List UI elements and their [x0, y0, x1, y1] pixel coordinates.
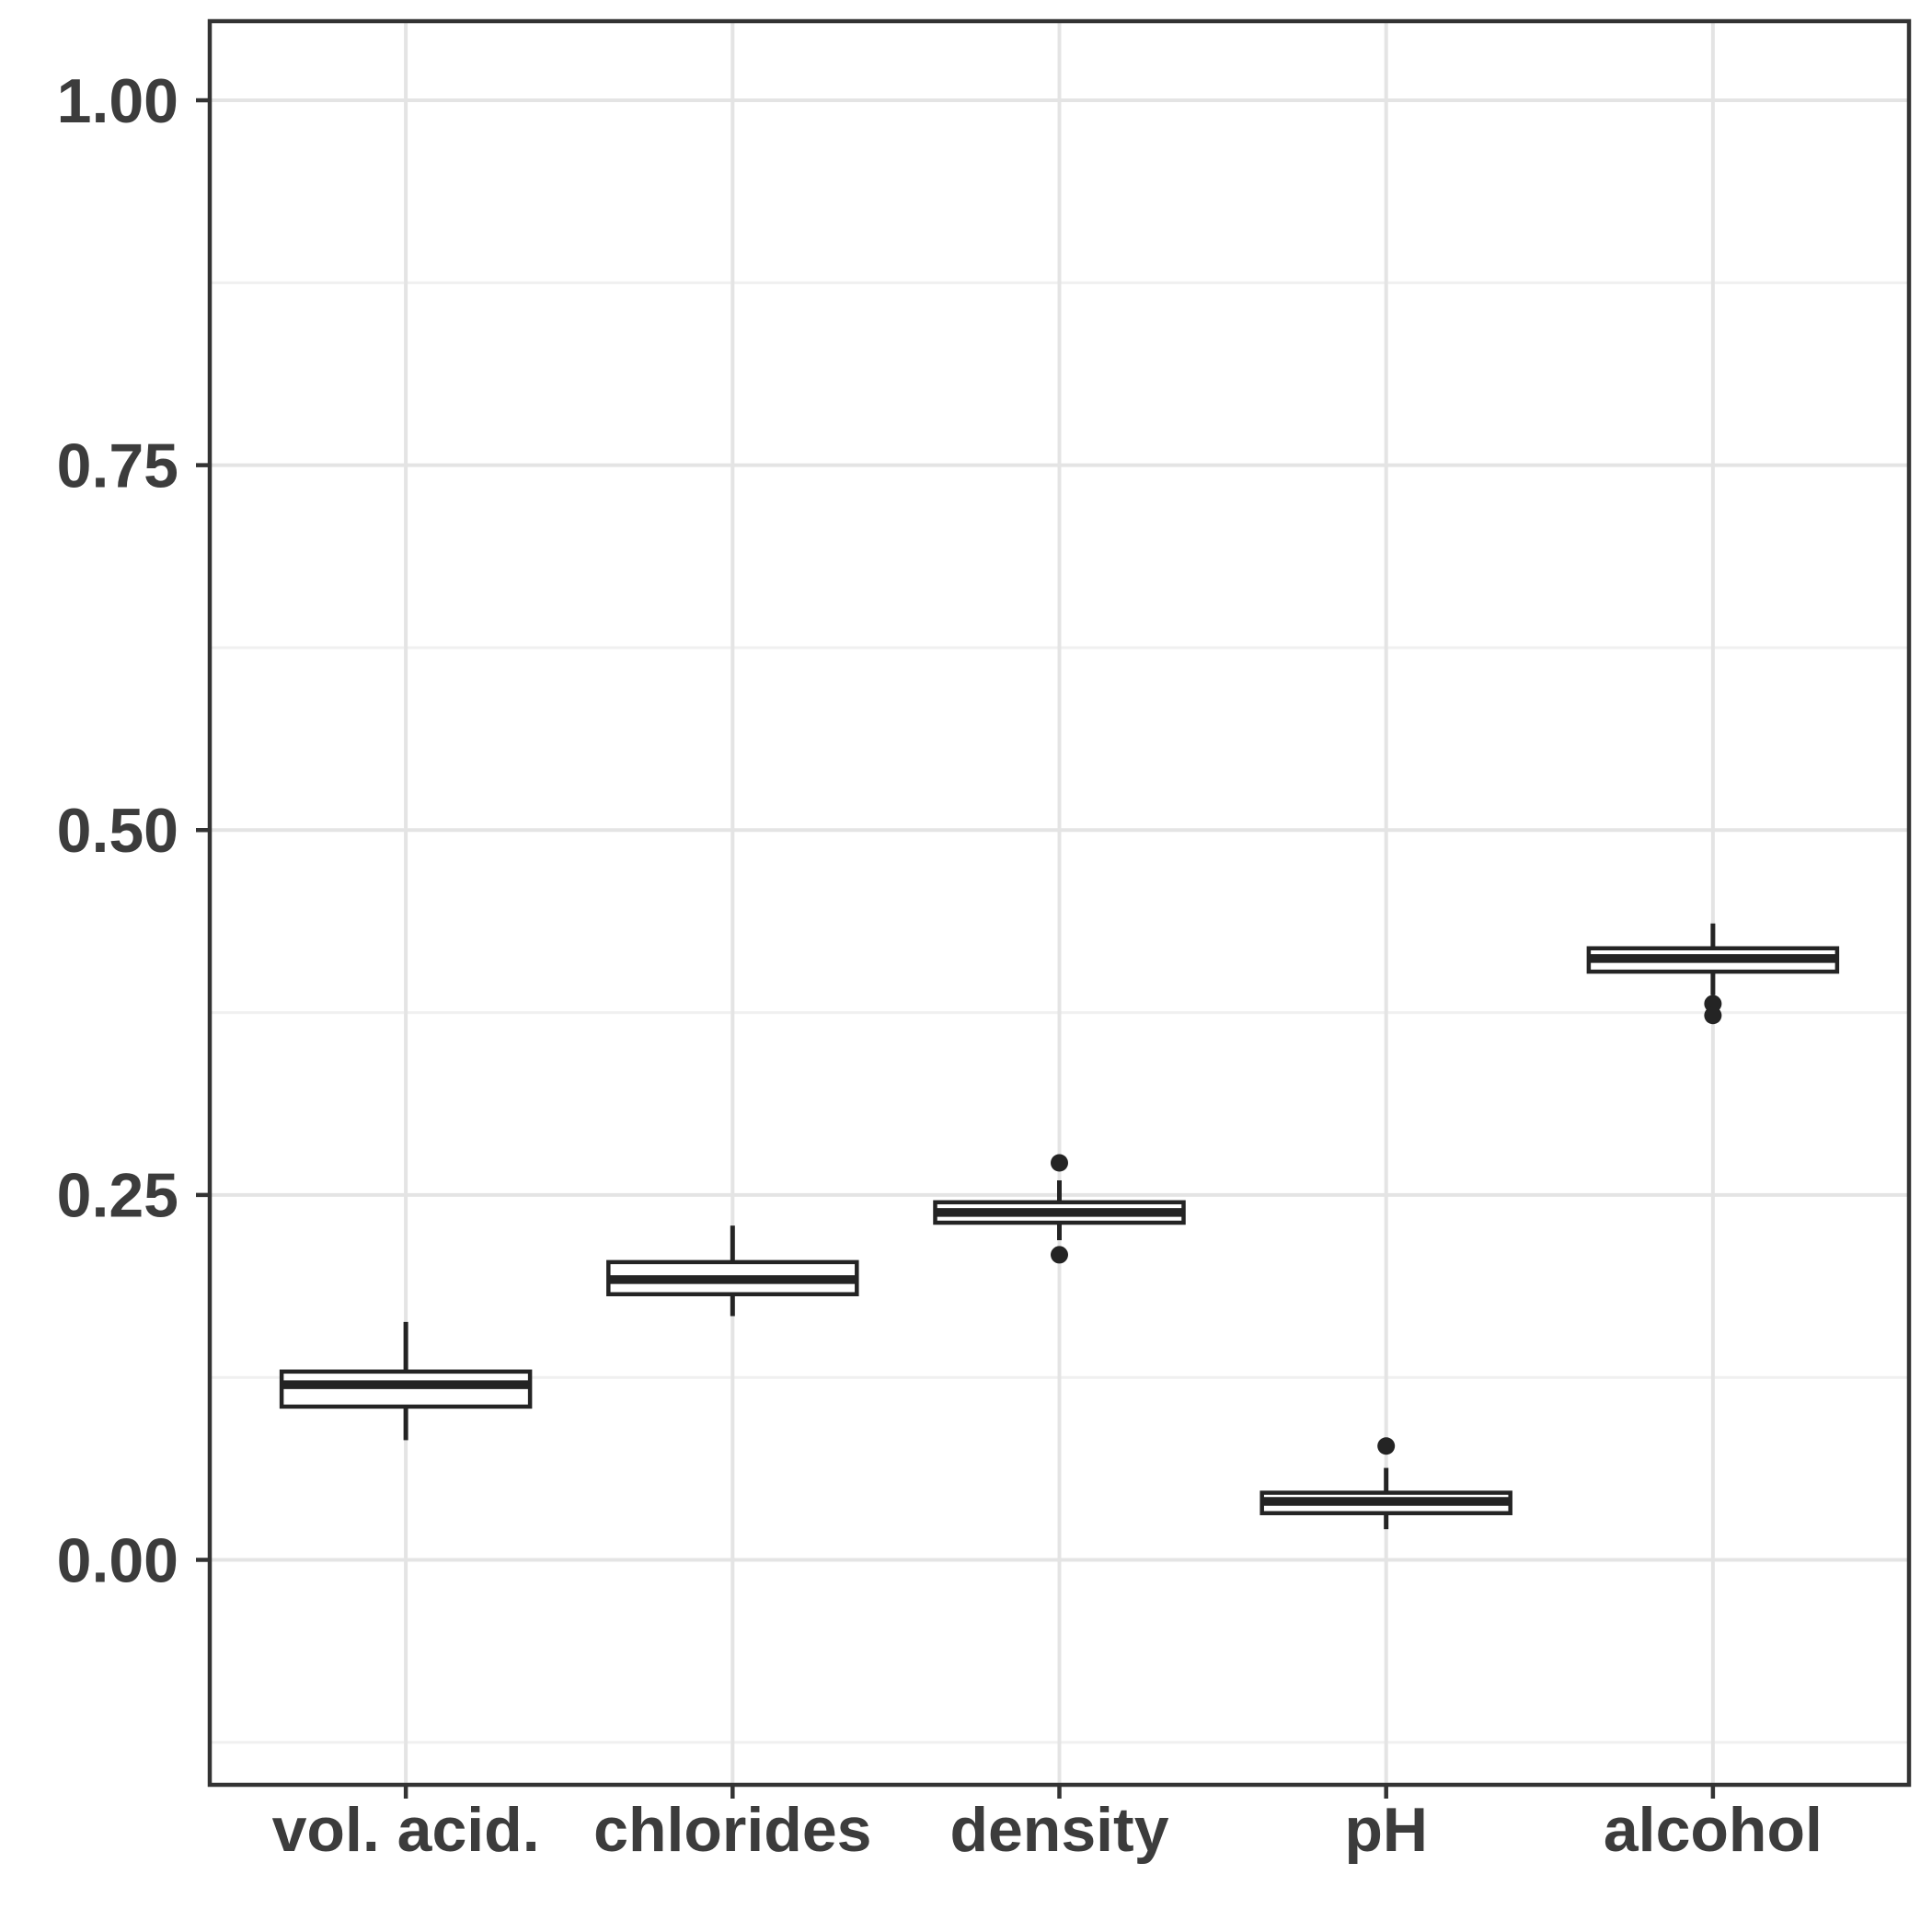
box-vol-acid: [279, 1321, 533, 1441]
y-tick-label: 0.25: [57, 1161, 178, 1231]
iqr-box-vol-acid: [279, 1369, 533, 1409]
box-alcohol: [1586, 923, 1840, 1025]
box-density: [933, 1154, 1186, 1264]
outlier-point-density: [1051, 1246, 1068, 1264]
outlier-point-ph: [1377, 1437, 1396, 1455]
x-category-label-ph: pH: [1344, 1795, 1428, 1865]
y-tick-label: 0.00: [57, 1525, 178, 1595]
x-category-label-chlorides: chlorides: [593, 1795, 871, 1865]
x-category-label-density: density: [949, 1795, 1168, 1865]
outlier-point-density: [1051, 1154, 1068, 1172]
x-category-label-vol-acid: vol. acid.: [272, 1795, 540, 1865]
box-ph: [1259, 1437, 1512, 1530]
y-tick-label: 0.50: [57, 796, 178, 866]
outlier-point-alcohol: [1704, 1006, 1722, 1025]
y-tick-label: 1.00: [57, 66, 178, 136]
y-tick-label: 0.75: [57, 431, 178, 500]
box-chlorides: [606, 1225, 859, 1317]
x-category-label-alcohol: alcohol: [1604, 1795, 1823, 1865]
